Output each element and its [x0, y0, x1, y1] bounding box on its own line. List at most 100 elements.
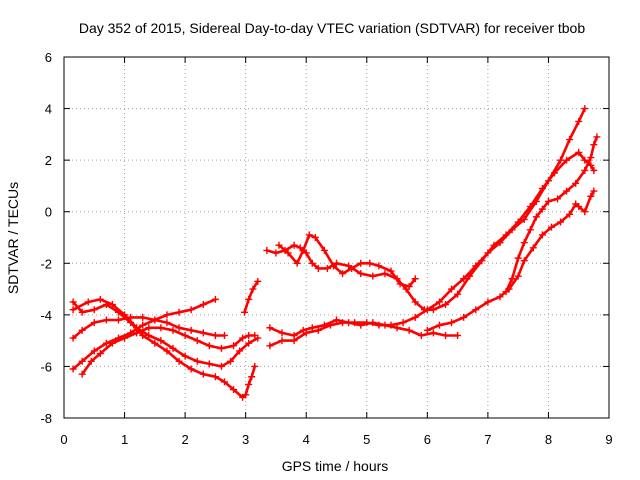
data-point: [314, 326, 322, 334]
data-point: [145, 331, 153, 339]
data-series: [69, 105, 601, 401]
data-point: [133, 329, 141, 337]
data-point: [121, 311, 129, 319]
data-point: [460, 313, 468, 321]
data-point: [460, 275, 468, 283]
data-point: [593, 133, 601, 141]
data-point: [387, 321, 395, 329]
data-point: [369, 272, 377, 280]
data-point: [69, 306, 77, 314]
data-point: [339, 319, 347, 327]
data-point: [435, 321, 443, 329]
x-tick-label: 7: [484, 432, 491, 447]
data-point: [442, 331, 449, 339]
data-point: [90, 319, 98, 327]
data-point: [290, 337, 298, 345]
data-point: [405, 282, 413, 290]
y-tick-label: -8: [40, 411, 52, 426]
x-tick-label: 3: [242, 432, 249, 447]
data-point: [308, 259, 316, 267]
data-point: [230, 342, 238, 350]
data-point: [532, 213, 540, 221]
data-point: [351, 319, 359, 327]
data-point: [266, 342, 274, 350]
data-point: [508, 226, 516, 234]
data-point: [245, 295, 253, 303]
data-point: [381, 270, 389, 278]
axis-ticks: 0 1 2 3 4 5 6 7 8 9 -8 -6 -4 -2 0 2 4 6: [40, 50, 612, 447]
data-point: [532, 197, 540, 205]
x-tick-label: 5: [363, 432, 370, 447]
series-track-11: [423, 187, 598, 334]
data-point: [217, 362, 225, 370]
data-point: [211, 373, 219, 381]
data-point: [151, 316, 159, 324]
data-point: [78, 308, 86, 316]
data-point: [514, 272, 522, 280]
data-point: [278, 329, 286, 337]
chart-title: Day 352 of 2015, Sidereal Day-to-day VTE…: [79, 20, 586, 36]
data-point: [393, 324, 401, 332]
data-point: [236, 347, 244, 355]
data-point: [326, 321, 334, 329]
data-point: [175, 324, 183, 332]
data-point: [590, 141, 598, 149]
data-point: [157, 324, 165, 332]
plot-frame: [63, 56, 610, 419]
data-point: [78, 326, 86, 334]
data-point: [249, 285, 257, 293]
data-point: [581, 105, 589, 113]
data-point: [102, 316, 110, 324]
data-point: [435, 298, 443, 306]
data-point: [96, 350, 104, 358]
data-point: [357, 270, 365, 278]
data-point: [520, 215, 528, 223]
x-tick-label: 0: [60, 432, 67, 447]
data-point: [230, 386, 238, 394]
data-point: [563, 187, 571, 195]
data-point: [329, 262, 337, 270]
data-point: [266, 324, 274, 332]
data-point: [333, 316, 340, 324]
data-point: [417, 331, 425, 339]
data-point: [90, 347, 98, 355]
data-point: [69, 298, 77, 306]
data-point: [472, 306, 480, 314]
data-point: [239, 334, 247, 342]
data-point: [375, 321, 383, 329]
data-point: [169, 326, 177, 334]
data-point: [108, 301, 116, 309]
y-axis-label: SDTVAR / TECUs: [5, 182, 21, 294]
data-point: [572, 179, 580, 187]
data-point: [520, 239, 528, 247]
data-point: [175, 357, 183, 365]
data-point: [538, 205, 546, 213]
y-tick-label: -4: [40, 308, 52, 323]
data-point: [526, 226, 534, 234]
data-point: [227, 357, 235, 365]
x-tick-label: 6: [424, 432, 431, 447]
data-point: [484, 298, 492, 306]
data-point: [187, 306, 195, 314]
data-point: [557, 218, 565, 226]
data-point: [581, 156, 589, 164]
data-point: [454, 290, 462, 298]
data-point: [145, 324, 153, 332]
data-point: [314, 264, 322, 272]
data-point: [248, 373, 256, 381]
x-tick-label: 4: [303, 432, 310, 447]
data-point: [508, 275, 516, 283]
data-point: [251, 362, 259, 370]
data-point: [308, 324, 316, 332]
data-point: [454, 331, 462, 339]
data-point: [581, 166, 589, 174]
data-point: [163, 347, 171, 355]
data-point: [278, 337, 286, 345]
data-point: [587, 192, 595, 200]
data-point: [544, 177, 552, 185]
y-tick-label: 2: [45, 153, 52, 168]
series-track-2: [69, 295, 262, 370]
data-point: [78, 370, 86, 378]
data-point: [220, 331, 228, 339]
data-point: [348, 264, 356, 272]
